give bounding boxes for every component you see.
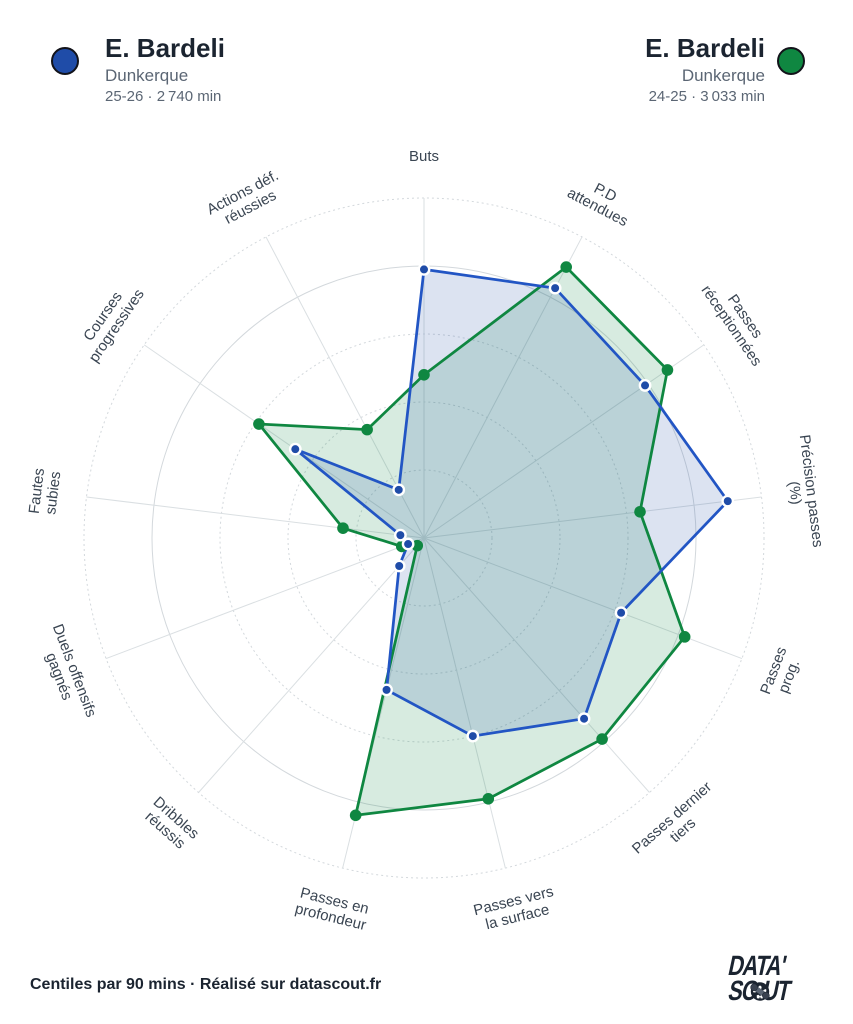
svg-text:Dribblesréussis: Dribblesréussis xyxy=(139,793,202,855)
svg-text:Passes derniertiers: Passes derniertiers xyxy=(629,778,726,869)
svg-text:Passes versla surface: Passes versla surface xyxy=(472,883,559,935)
svg-text:Précision passes(%): Précision passes(%) xyxy=(779,434,826,551)
svg-text:Passes enprofondeur: Passes enprofondeur xyxy=(293,884,371,934)
svg-text:Duels offensifsgagnés: Duels offensifsgagnés xyxy=(33,622,99,726)
svg-text:P.Dattendues: P.Dattendues xyxy=(564,170,638,230)
svg-text:Coursesprogressives: Coursesprogressives xyxy=(72,277,148,366)
svg-text:Passesprog.: Passesprog. xyxy=(757,645,806,703)
svg-text:Actions déf.réussies: Actions déf.réussies xyxy=(204,167,289,233)
svg-text:Fautessubies: Fautessubies xyxy=(26,467,65,517)
svg-text:Buts: Buts xyxy=(409,148,439,165)
svg-text:Passesréceptionnées: Passesréceptionnées xyxy=(698,273,779,370)
